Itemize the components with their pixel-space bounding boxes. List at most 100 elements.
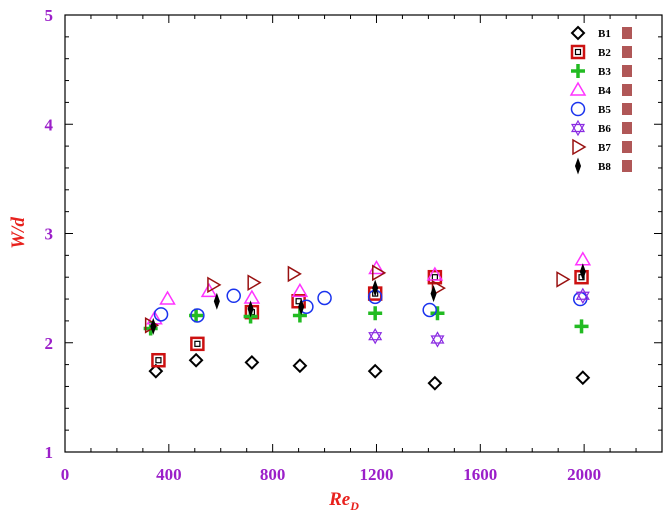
data-point [190, 308, 205, 323]
data-point [247, 300, 254, 318]
data-points [143, 251, 592, 391]
data-point [151, 352, 166, 368]
star-triangle-up [575, 287, 590, 300]
legend-item-b1: B1 [570, 25, 632, 41]
y-tick-label: 4 [45, 115, 54, 134]
data-point [207, 276, 222, 294]
legend-item-b3: B3 [571, 64, 632, 78]
legend-label: B7 [598, 142, 611, 154]
legend-item-b8: B8 [574, 157, 632, 175]
legend-item-b7: B7 [572, 138, 632, 156]
data-point [153, 307, 169, 322]
data-point [317, 290, 332, 306]
data-point [426, 266, 444, 281]
data-point [243, 289, 261, 304]
legend-swatch [622, 122, 632, 134]
series-b7 [144, 264, 571, 334]
y-tick-label: 1 [45, 443, 54, 462]
data-point [556, 271, 571, 288]
square-inner [194, 340, 201, 347]
x-axis-title-main: Re [328, 489, 351, 510]
data-point [291, 282, 309, 298]
square-outer [427, 269, 443, 285]
legend-swatch [622, 160, 632, 172]
star-triangle-down [575, 291, 590, 304]
data-point [574, 319, 589, 334]
data-point [148, 363, 164, 379]
series-b3 [143, 306, 589, 336]
legend-marker [570, 101, 586, 117]
legend-label: B6 [598, 123, 611, 135]
legend-item-b6: B6 [570, 119, 632, 137]
data-point [200, 282, 218, 298]
data-point [430, 331, 445, 348]
legend-marker [571, 64, 585, 78]
data-point [427, 269, 443, 285]
square-outer [570, 44, 586, 60]
x-tick-label: 1600 [463, 465, 497, 484]
data-point [575, 287, 590, 304]
axis-ticks [64, 14, 663, 453]
data-point [368, 327, 383, 345]
y-tick-label: 5 [45, 6, 54, 25]
legend-label: B5 [598, 104, 611, 116]
data-point [368, 306, 383, 321]
legend-marker [569, 81, 587, 96]
legend-marker [570, 119, 586, 137]
data-point [574, 251, 592, 266]
square-outer [190, 336, 205, 352]
data-point [159, 290, 176, 305]
data-point [244, 355, 260, 370]
plot-frame [64, 14, 663, 453]
data-point [287, 265, 302, 283]
legend-swatch [622, 141, 632, 153]
x-tick-label: 0 [61, 465, 70, 484]
data-point [430, 285, 437, 303]
series-b6 [368, 287, 590, 348]
legend-label: B8 [598, 161, 611, 173]
y-tick-label: 2 [45, 334, 54, 353]
star-triangle-up [570, 119, 586, 133]
data-point [226, 288, 241, 304]
series-b5 [153, 288, 588, 323]
data-point [430, 306, 445, 321]
star-triangle-down [430, 335, 445, 348]
data-point [150, 317, 157, 335]
data-point [372, 279, 379, 297]
square-inner [155, 357, 162, 364]
data-point [190, 336, 205, 352]
legend-label: B2 [598, 47, 611, 59]
star-triangle-down [570, 123, 586, 137]
star-triangle-up [368, 327, 383, 341]
data-point [188, 352, 204, 368]
legend-item-b5: B5 [570, 101, 632, 117]
data-point [579, 263, 586, 281]
data-point [575, 370, 591, 386]
data-point [422, 302, 437, 318]
data-point [372, 264, 387, 282]
square-inner [431, 274, 438, 281]
data-point [367, 363, 383, 379]
legend-label: B1 [598, 28, 611, 40]
legend-marker [572, 138, 587, 156]
legend-swatch [622, 65, 632, 77]
x-tick-label: 1200 [359, 465, 393, 484]
y-axis-title: W/d [8, 217, 29, 249]
legend-marker [570, 44, 586, 60]
legend: B1 B2 B3 B4 B5 B6 B7 B8 [569, 25, 632, 175]
data-point [247, 274, 262, 291]
x-tick-label: 400 [156, 465, 182, 484]
x-axis-title-subscript: D [349, 499, 359, 513]
square-inner [574, 48, 582, 56]
square-outer [151, 352, 166, 368]
legend-item-b2: B2 [570, 44, 632, 60]
series-b1 [148, 352, 591, 391]
data-point [427, 375, 443, 391]
plot-border [64, 14, 663, 453]
legend-swatch [622, 103, 632, 115]
data-point [298, 298, 305, 316]
axis-tick-labels: 0 400 800 1200 1600 2000 1 2 3 4 5 [45, 6, 602, 484]
star-triangle-up [430, 331, 445, 344]
x-axis-title: ReD [328, 489, 359, 513]
